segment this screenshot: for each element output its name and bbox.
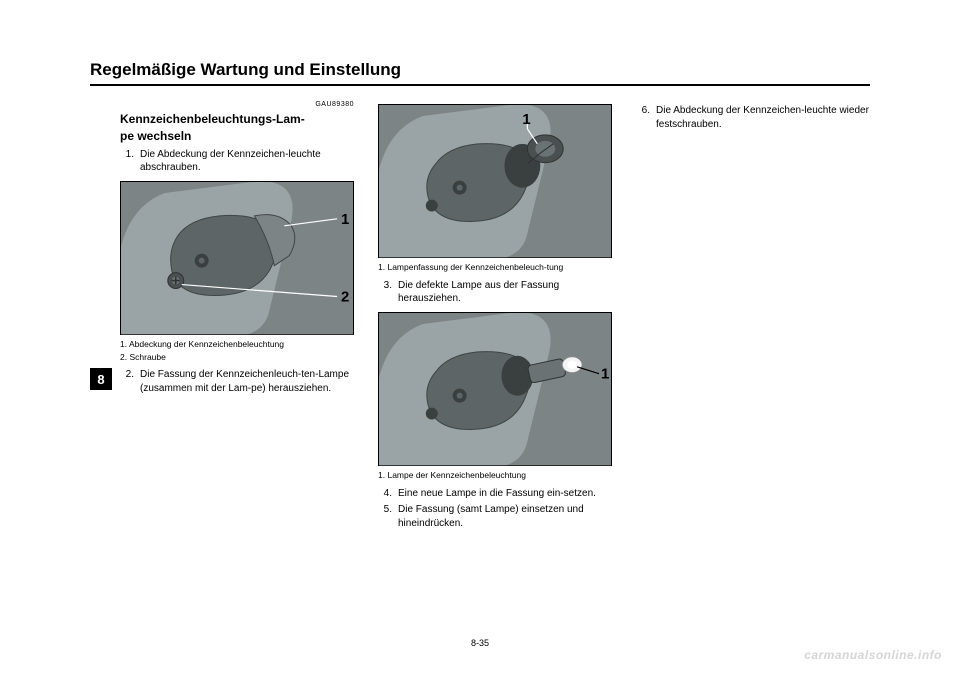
chapter-tab: 8 bbox=[90, 368, 112, 390]
step-item: 6.Die Abdeckung der Kennzeichen-leuchte … bbox=[650, 104, 870, 131]
step-item: 5.Die Fassung (samt Lampe) einsetzen und… bbox=[392, 503, 612, 530]
fig1-caption-2: 2. Schraube bbox=[120, 352, 354, 363]
watermark: carmanualsonline.info bbox=[804, 648, 942, 662]
figure-1-svg: 1 2 bbox=[120, 181, 354, 335]
fig1-caption-1: 1. Abdeckung der Kennzeichenbeleuchtung bbox=[120, 339, 354, 350]
steps-list-2: 2.Die Fassung der Kennzeichenleuch-ten-L… bbox=[120, 368, 354, 395]
figure-3: 1 bbox=[378, 312, 612, 466]
steps-list-3: 3.Die defekte Lampe aus der Fassung hera… bbox=[378, 279, 612, 306]
section-title: Kennzeichenbeleuchtungs-Lam- pe wechseln bbox=[120, 111, 354, 143]
figure-2-svg: 1 bbox=[378, 104, 612, 258]
steps-list: 1.Die Abdeckung der Kennzeichen-leuchte … bbox=[120, 148, 354, 175]
steps-list-4: 4.Eine neue Lampe in die Fassung ein-set… bbox=[378, 487, 612, 531]
fig2-label-1: 1 bbox=[522, 111, 530, 128]
step-item: 4.Eine neue Lampe in die Fassung ein-set… bbox=[392, 487, 612, 501]
reference-code: GAU89380 bbox=[120, 100, 354, 109]
column-2: 1 1. Lampenfassung der Kennzeichenbeleuc… bbox=[378, 100, 612, 536]
page-number: 8-35 bbox=[0, 638, 960, 648]
steps-list-5: 6.Die Abdeckung der Kennzeichen-leuchte … bbox=[636, 104, 870, 131]
content-columns: GAU89380 Kennzeichenbeleuchtungs-Lam- pe… bbox=[90, 100, 870, 536]
fig1-label-1: 1 bbox=[341, 211, 349, 228]
page-title: Regelmäßige Wartung und Einstellung bbox=[90, 60, 870, 80]
title-bar: Regelmäßige Wartung und Einstellung bbox=[90, 60, 870, 86]
fig3-label-1: 1 bbox=[601, 366, 609, 383]
figure-3-svg: 1 bbox=[378, 312, 612, 466]
step-item: 3.Die defekte Lampe aus der Fassung hera… bbox=[392, 279, 612, 306]
column-1: GAU89380 Kennzeichenbeleuchtungs-Lam- pe… bbox=[120, 100, 354, 536]
figure-1: 1 2 bbox=[120, 181, 354, 335]
column-3: 6.Die Abdeckung der Kennzeichen-leuchte … bbox=[636, 100, 870, 536]
manual-page: Regelmäßige Wartung und Einstellung 8 GA… bbox=[0, 0, 960, 678]
fig2-caption-1: 1. Lampenfassung der Kennzeichenbeleuch-… bbox=[378, 262, 612, 273]
fig3-caption-1: 1. Lampe der Kennzeichenbeleuchtung bbox=[378, 470, 612, 481]
step-item: 1.Die Abdeckung der Kennzeichen-leuchte … bbox=[134, 148, 354, 175]
fig1-label-2: 2 bbox=[341, 288, 349, 305]
figure-2: 1 bbox=[378, 104, 612, 258]
step-item: 2.Die Fassung der Kennzeichenleuch-ten-L… bbox=[134, 368, 354, 395]
